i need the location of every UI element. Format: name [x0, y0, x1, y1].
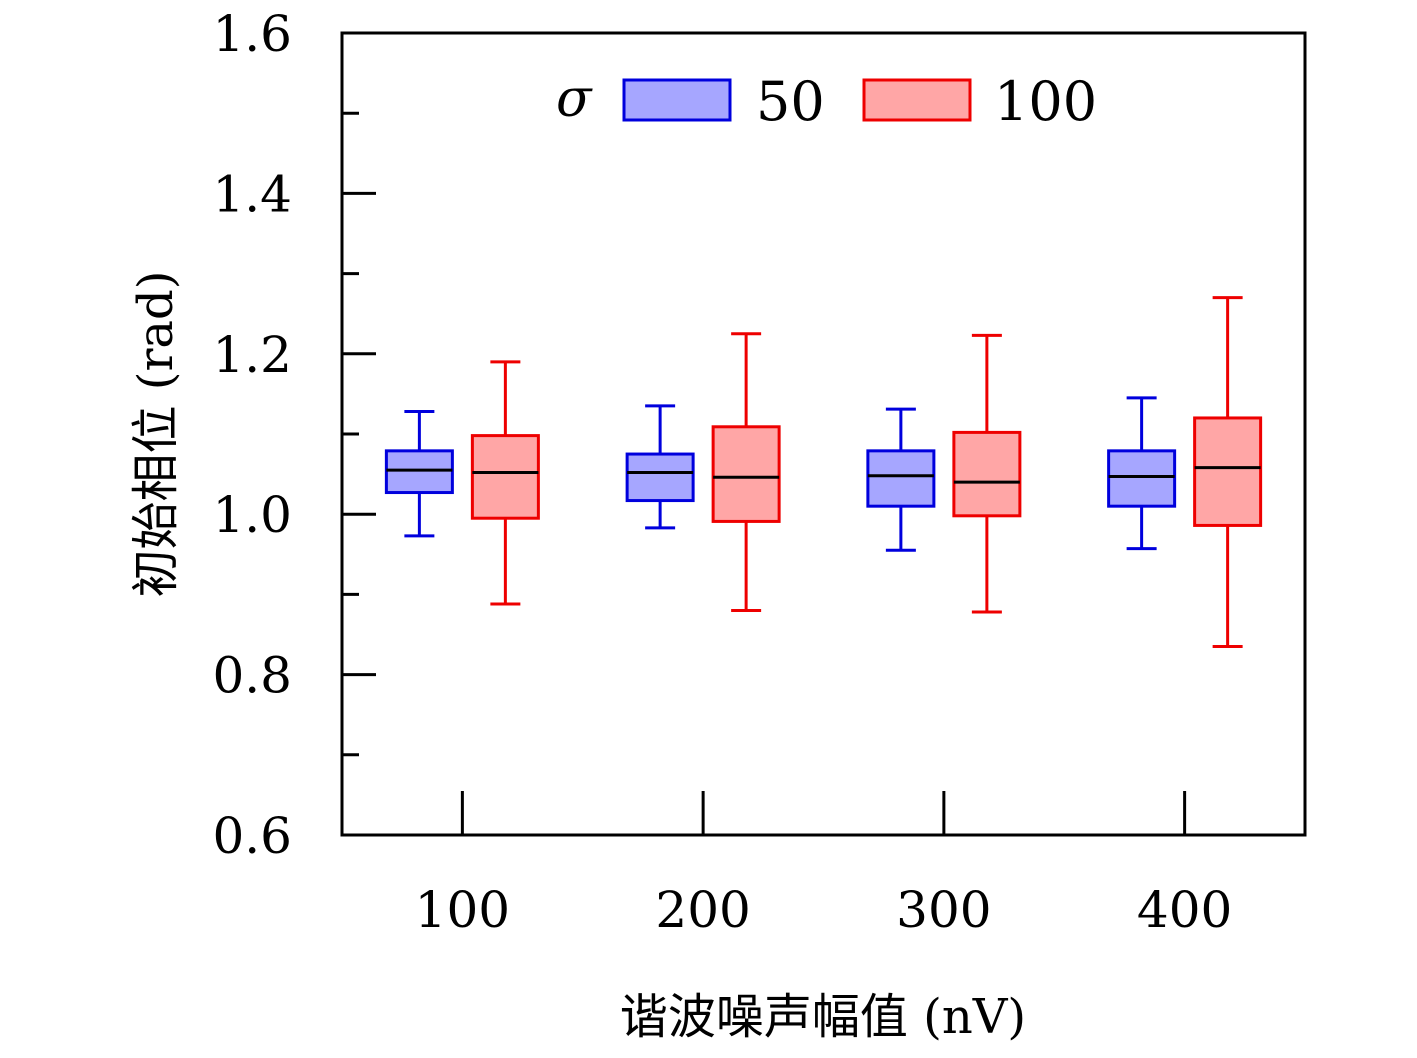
box-iqr — [384, 449, 454, 495]
x-tick-label: 300 — [896, 881, 991, 939]
box-series — [384, 296, 1263, 649]
box-iqr — [952, 430, 1022, 518]
plot-frame — [340, 31, 1307, 837]
x-tick-label: 400 — [1137, 881, 1232, 939]
y-tick-label: 1.4 — [212, 165, 292, 223]
y-tick-label: 1.6 — [212, 5, 292, 63]
box-50-200 — [625, 404, 695, 530]
legend-label-100: 100 — [994, 70, 1097, 133]
legend-title: σ — [556, 69, 593, 129]
box-100-100 — [470, 360, 540, 606]
box-50-400 — [1107, 396, 1177, 551]
box-100-200 — [711, 332, 781, 612]
box-50-300 — [866, 407, 936, 552]
x-axis-title: 谐波噪声幅值 (nV) — [620, 989, 1026, 1045]
x-axis-ticks: 100 200 300 400 — [415, 791, 1232, 939]
y-axis-title: 初始相位 (rad) — [128, 270, 184, 597]
legend-swatch-50 — [622, 78, 732, 122]
y-tick-label: 1.2 — [212, 326, 292, 384]
box-iqr — [625, 452, 695, 503]
legend-label-50: 50 — [756, 70, 825, 133]
y-tick-label: 0.8 — [212, 647, 292, 705]
box-100-400 — [1193, 296, 1263, 649]
x-tick-label: 100 — [415, 881, 510, 939]
x-tick-label: 200 — [655, 881, 750, 939]
box-iqr — [711, 425, 781, 523]
legend-swatch-100 — [862, 78, 972, 122]
y-tick-label: 0.6 — [212, 807, 292, 865]
box-iqr — [1193, 416, 1263, 527]
box-50-100 — [384, 410, 454, 538]
box-iqr — [866, 449, 936, 508]
box-100-300 — [952, 333, 1022, 614]
box-iqr — [1107, 449, 1177, 508]
y-tick-label: 1.0 — [212, 486, 292, 544]
y-axis-ticks: 0.6 0.8 1.0 1.2 1.4 1.6 — [212, 5, 376, 865]
legend: σ 50 100 — [556, 69, 1097, 133]
box-iqr — [470, 434, 540, 520]
